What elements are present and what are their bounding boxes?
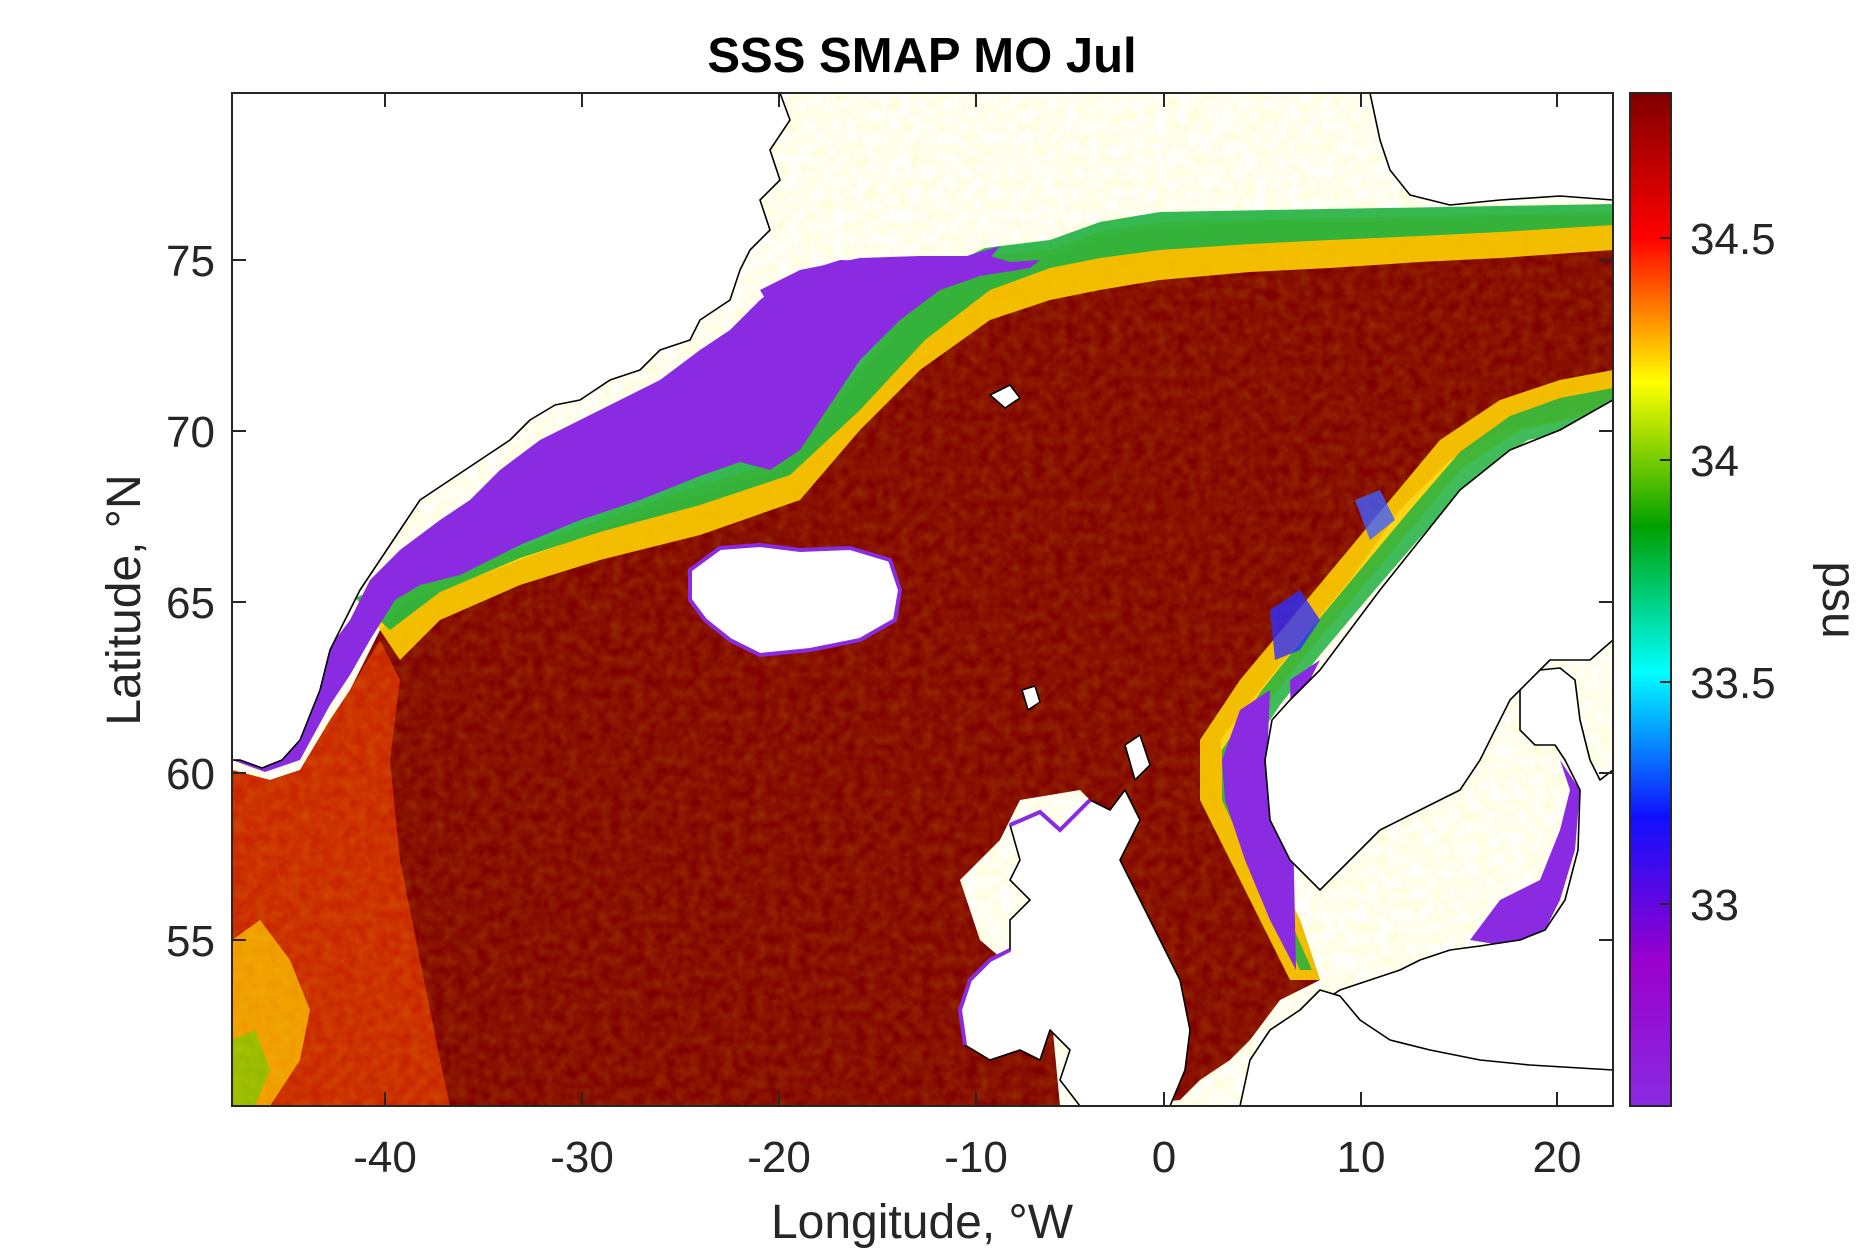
iceland-rim (688, 542, 903, 658)
colorbar-tick-label: 34.5 (1690, 215, 1776, 264)
svalbard-landmass (1369, 93, 1613, 206)
norway-blue-patch-2 (1355, 490, 1395, 540)
y-tick-label: 75 (166, 237, 215, 286)
axes-frame (231, 92, 1614, 1107)
y-axis-label: Latitude, °N (98, 474, 151, 725)
y-tick-label: 70 (166, 408, 215, 457)
colorbar-tick-label: 33.5 (1690, 659, 1776, 708)
y-axis (232, 259, 1613, 941)
land-layer (232, 93, 1613, 1106)
x-axis (384, 93, 1558, 1106)
x-tick-label: 0 (1152, 1133, 1176, 1182)
plot-area (232, 93, 1613, 1106)
colorbar-label: psu (1812, 561, 1865, 638)
colorbar-ticks (1660, 237, 1671, 905)
shetland-islands (1124, 734, 1151, 781)
greenland-fresh-band-north (740, 256, 1040, 470)
uk-rim (957, 798, 1092, 1046)
colorbar-bar (1629, 92, 1672, 1107)
x-axis-label: Longitude, °W (771, 1196, 1074, 1249)
greenland-front-yellow (360, 212, 1613, 660)
map-title: SSS SMAP MO Jul (707, 29, 1136, 83)
greenland-front-green (355, 204, 1613, 630)
greenland-landmass (232, 93, 791, 769)
x-tick-label: -10 (944, 1133, 1008, 1182)
baltic-fresh (1470, 760, 1580, 945)
y-tick-labels: 55 60 65 70 75 (166, 237, 215, 966)
faroe-islands (1021, 685, 1041, 711)
x-tick-label: 10 (1337, 1133, 1386, 1182)
x-tick-label: -40 (353, 1133, 417, 1182)
y-tick-label: 60 (166, 750, 215, 799)
colorbar-tick-label: 33 (1690, 881, 1739, 930)
y-tick-label: 55 (166, 917, 215, 966)
x-tick-label: -30 (550, 1133, 614, 1182)
x-tick-label: -20 (747, 1133, 811, 1182)
colorbar-tick-label: 34 (1690, 437, 1739, 486)
scandinavia-landmass (1239, 399, 1613, 1106)
colorbar: 33 33.5 34 34.5 psu (1629, 92, 1865, 1107)
europe-mainland (1239, 989, 1613, 1106)
x-tick-label: 20 (1533, 1133, 1582, 1182)
x-tick-labels: -40 -30 -20 -10 0 10 20 (353, 1133, 1581, 1182)
norway-blue-patch (1270, 590, 1320, 660)
norway-fresh-band (1222, 660, 1350, 970)
jan-mayen-island (989, 384, 1021, 409)
y-tick-label: 65 (166, 579, 215, 628)
